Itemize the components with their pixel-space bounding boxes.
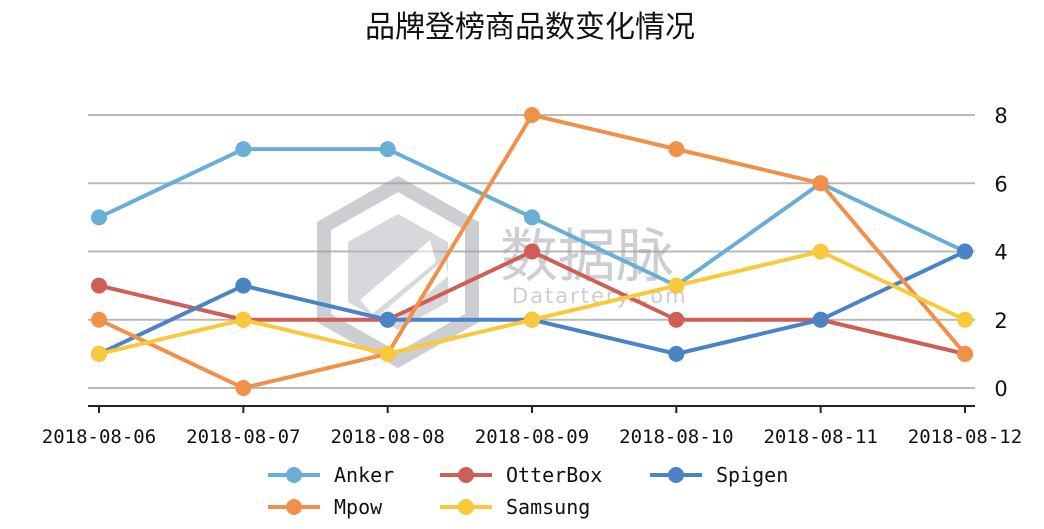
legend-label: Spigen bbox=[716, 463, 788, 487]
data-point bbox=[668, 345, 685, 362]
data-point bbox=[91, 345, 107, 362]
data-point bbox=[668, 311, 685, 328]
data-point bbox=[957, 311, 973, 328]
x-tick-label: 2018-08-10 bbox=[619, 426, 733, 448]
data-point bbox=[235, 311, 252, 328]
legend-marker bbox=[458, 499, 474, 515]
legend-label: Mpow bbox=[334, 495, 383, 519]
legend-marker bbox=[668, 467, 684, 483]
data-point bbox=[379, 345, 396, 362]
legend-item: Anker bbox=[268, 463, 394, 487]
data-point bbox=[812, 311, 829, 328]
y-tick-label: 6 bbox=[994, 172, 1007, 196]
data-point bbox=[957, 345, 973, 362]
data-point bbox=[379, 311, 396, 328]
x-tick-label: 2018-08-08 bbox=[330, 426, 444, 448]
y-tick-label: 4 bbox=[994, 241, 1007, 265]
data-point bbox=[668, 277, 685, 294]
data-point bbox=[524, 107, 540, 123]
data-point bbox=[91, 311, 107, 328]
y-tick-label: 8 bbox=[994, 104, 1007, 128]
legend-label: OtterBox bbox=[506, 463, 602, 487]
y-tick-label: 2 bbox=[994, 309, 1007, 333]
data-point bbox=[812, 243, 829, 260]
data-point bbox=[668, 141, 685, 158]
x-tick-label: 2018-08-11 bbox=[763, 426, 877, 448]
x-tick-label: 2018-08-12 bbox=[908, 426, 1022, 448]
y-axis: 0 2 4 6 8 bbox=[994, 104, 1007, 401]
data-point bbox=[812, 175, 829, 192]
series-lines bbox=[91, 107, 973, 396]
legend-item: Samsung bbox=[440, 495, 590, 519]
legend-marker bbox=[458, 467, 474, 483]
data-point bbox=[379, 141, 396, 158]
legend-item: Spigen bbox=[650, 463, 788, 487]
data-point bbox=[235, 277, 252, 294]
data-point bbox=[524, 311, 540, 328]
data-point bbox=[91, 277, 107, 294]
legend: Anker OtterBox Spigen Mpow Samsung bbox=[268, 463, 788, 519]
legend-marker bbox=[286, 467, 302, 483]
legend-item: Mpow bbox=[268, 495, 383, 519]
datartery-logo-icon bbox=[317, 175, 479, 369]
x-tick-label: 2018-08-06 bbox=[42, 426, 156, 448]
data-point bbox=[524, 243, 540, 260]
chart-title: 品牌登榜商品数变化情况 bbox=[365, 10, 695, 45]
data-point bbox=[957, 243, 973, 260]
legend-label: Anker bbox=[334, 463, 394, 487]
series-samsung bbox=[91, 243, 973, 362]
y-tick-label: 0 bbox=[994, 377, 1007, 401]
legend-marker bbox=[286, 499, 302, 515]
data-point bbox=[235, 380, 252, 396]
x-tick-label: 2018-08-09 bbox=[475, 426, 589, 448]
x-tick-label: 2018-08-07 bbox=[186, 426, 300, 448]
data-point bbox=[235, 141, 252, 158]
data-point bbox=[524, 209, 540, 226]
legend-label: Samsung bbox=[506, 495, 590, 519]
watermark: 数据脉 Datartery.com bbox=[317, 175, 686, 369]
data-point bbox=[91, 209, 107, 226]
x-axis: 2018-08-06 2018-08-07 2018-08-08 2018-08-09… bbox=[42, 405, 1022, 448]
legend-item: OtterBox bbox=[440, 463, 602, 487]
